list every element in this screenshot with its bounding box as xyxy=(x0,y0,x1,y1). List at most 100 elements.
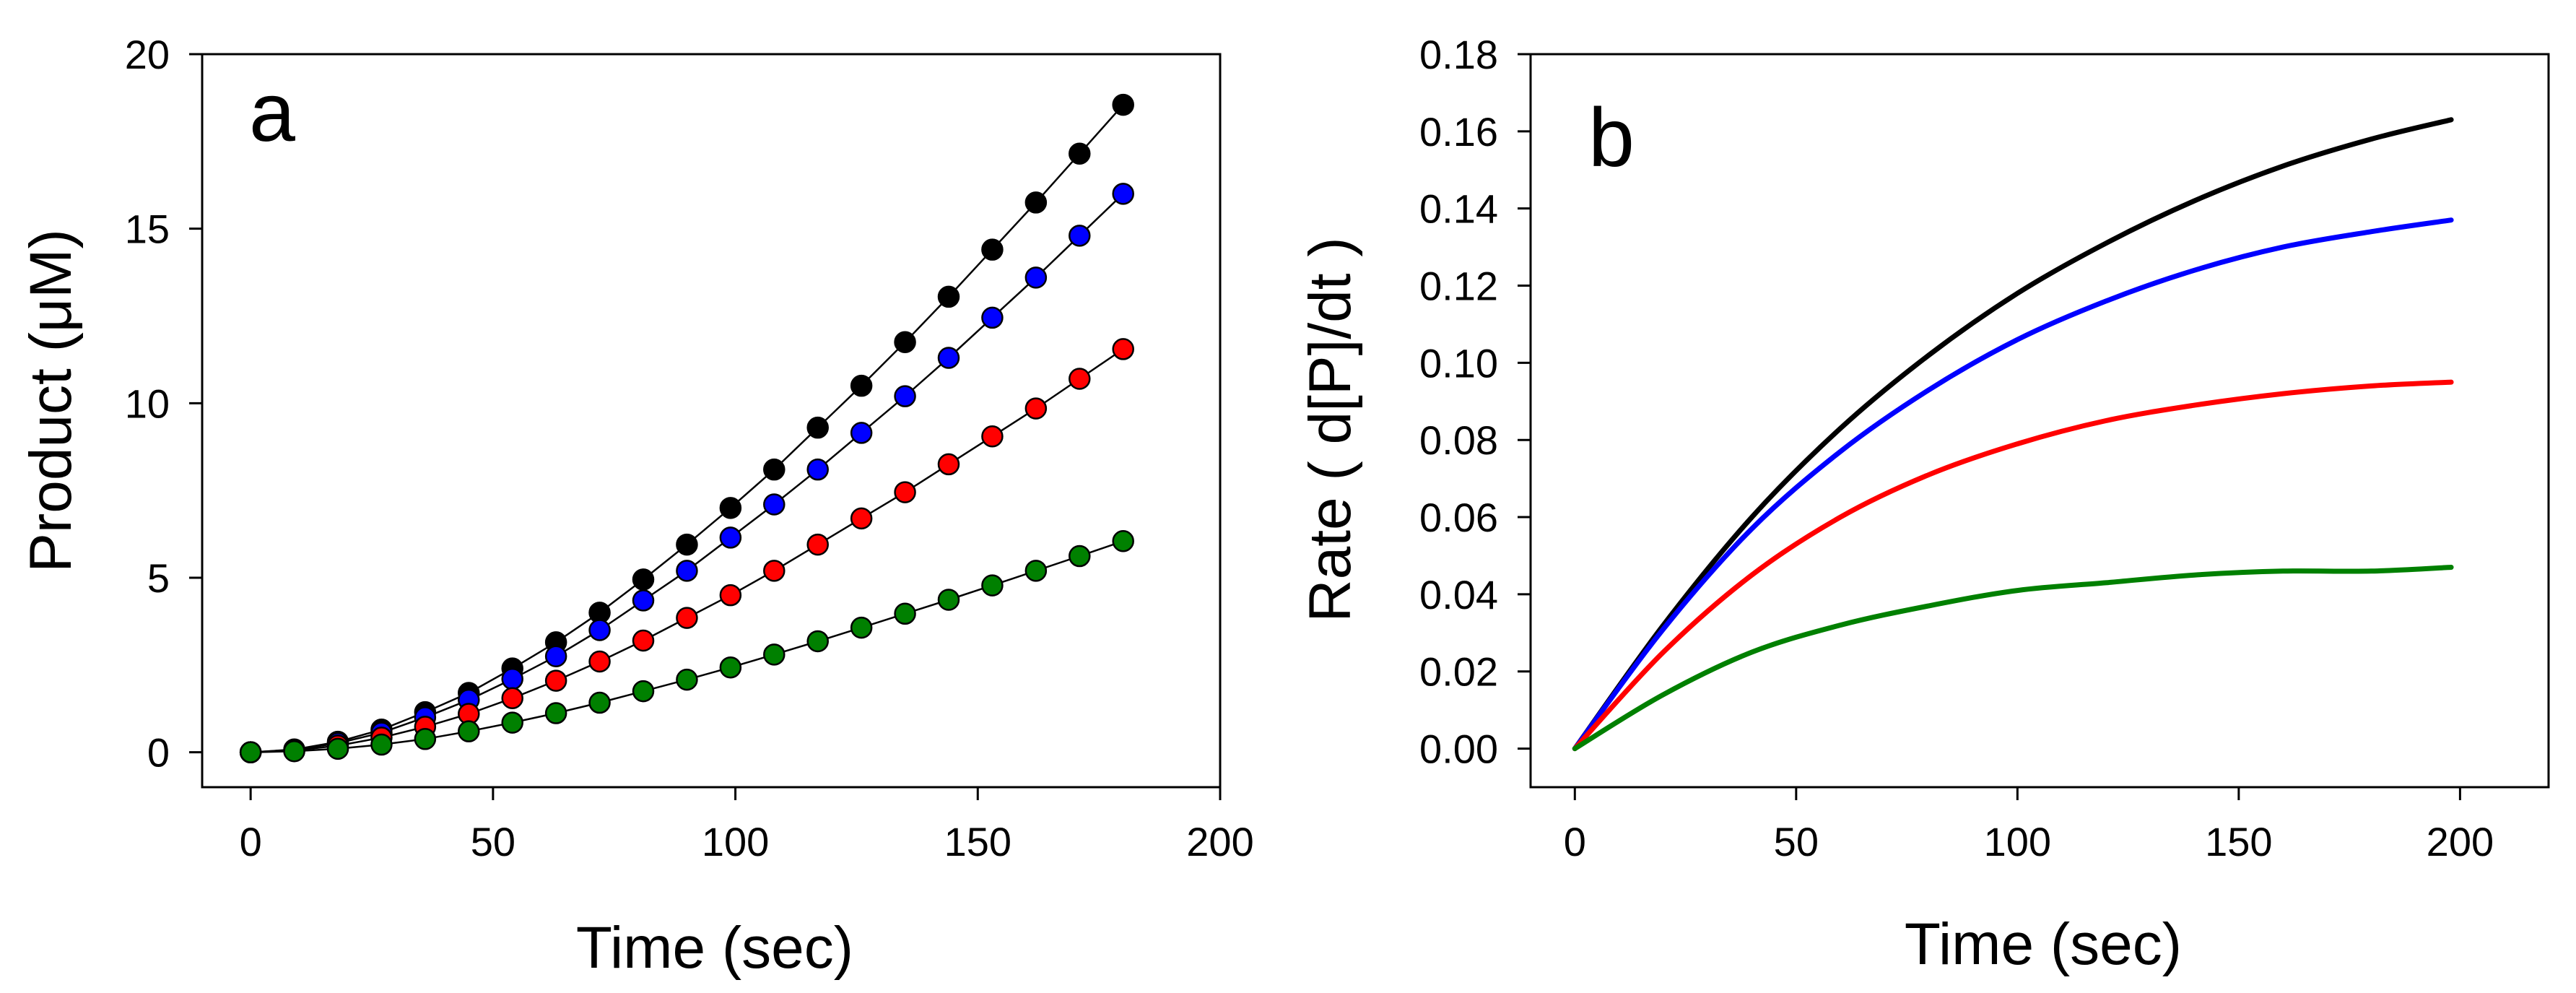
panel-a-point-green xyxy=(370,733,393,756)
panel-a-point-black xyxy=(676,533,698,556)
panel-a-point-black xyxy=(981,238,1004,261)
panel-a-point-black xyxy=(806,416,829,439)
panel-a-point-black xyxy=(850,374,873,397)
panel-a-point-red xyxy=(806,533,829,556)
panel-b-xtick-label: 100 xyxy=(1984,819,2051,864)
panel-a-point-green xyxy=(458,720,480,742)
panel-b-ytick-label: 0.08 xyxy=(1419,417,1498,463)
panel-a-point-blue xyxy=(719,526,742,549)
panel-a-ylabel: Product (μM) xyxy=(18,229,84,573)
panel-a-point-green xyxy=(1069,545,1091,568)
panel-a-point-red xyxy=(588,650,611,673)
panel-a-point-blue xyxy=(937,347,960,369)
panel-a-point-green xyxy=(501,711,523,734)
panel-a-point-black xyxy=(937,285,960,308)
panel-b-series-black-line xyxy=(1572,117,2454,752)
panel-b-label: b xyxy=(1588,92,1635,184)
panel-a-point-blue xyxy=(850,422,873,444)
panel-a-point-green xyxy=(894,602,916,625)
panel-a-point-green xyxy=(676,668,698,691)
panel-b-ytick-label: 0.06 xyxy=(1419,495,1498,540)
panel-a-point-blue xyxy=(806,458,829,481)
panel-a-point-black xyxy=(894,331,916,353)
panel-b-xtick-label: 0 xyxy=(1564,819,1586,864)
panel-a-point-black xyxy=(763,458,786,481)
panel-a-point-red xyxy=(676,607,698,629)
panel-a-point-green xyxy=(937,589,960,611)
panel-a-point-red xyxy=(1024,397,1048,420)
panel-a-ytick-label: 15 xyxy=(125,207,170,252)
panel-b-series-red-line xyxy=(1572,379,2454,752)
panel-b-ytick-label: 0.02 xyxy=(1419,649,1498,695)
panel-a-point-green xyxy=(414,728,437,750)
panel-a-point-blue xyxy=(544,645,567,667)
panel-a-point-green xyxy=(981,574,1004,597)
panel-a-xtick-label: 200 xyxy=(1186,819,1253,864)
panel-b-ytick-label: 0.18 xyxy=(1419,32,1498,77)
panel-b-ytick-label: 0.10 xyxy=(1419,340,1498,386)
panel-a-point-black xyxy=(1024,191,1048,214)
panel-a-ytick-label: 5 xyxy=(147,555,170,601)
panel-a-point-red xyxy=(632,629,655,652)
panel-a-point-blue xyxy=(501,667,523,690)
panel-b-xlabel: Time (sec) xyxy=(1905,911,2182,977)
panel-a-point-blue xyxy=(1112,183,1134,205)
panel-b-ytick-label: 0.16 xyxy=(1419,109,1498,155)
panel-b-ylabel: Rate ( d[P]/dt ) xyxy=(1297,237,1363,622)
panel-a-point-red xyxy=(1112,338,1134,360)
panel-b-ytick-label: 0.14 xyxy=(1419,186,1498,232)
panel-b-series-green-line xyxy=(1572,565,2454,752)
panel-a-label: a xyxy=(249,66,295,159)
panel-a-point-green xyxy=(850,616,873,639)
panel-a-point-blue xyxy=(763,493,786,516)
panel-a-point-red xyxy=(937,453,960,476)
panel-b-xtick-label: 50 xyxy=(1774,819,1819,864)
panel-a-ytick-label: 0 xyxy=(147,730,170,776)
panel-a-point-green xyxy=(326,737,349,760)
panel-a-point-blue xyxy=(981,306,1004,329)
panel-a: a Time (sec) Product (μM) 0 50 100 150 200 0 5… xyxy=(18,32,1254,981)
panel-b-plot-frame xyxy=(1529,53,2550,789)
panel-a-point-black xyxy=(1069,142,1091,165)
panel-a-ytick-label: 10 xyxy=(125,381,170,426)
panel-a-xlabel: Time (sec) xyxy=(576,915,853,981)
panel-a-point-blue xyxy=(632,589,655,612)
panel-a-point-green xyxy=(588,691,611,714)
panel-a-point-green xyxy=(632,680,655,703)
panel-b-xtick-label: 200 xyxy=(2427,819,2494,864)
panel-a-point-green xyxy=(763,643,786,666)
panel-a-point-green xyxy=(719,656,742,679)
panel-a-point-green xyxy=(283,740,305,763)
panel-b-ytick-label: 0.04 xyxy=(1419,572,1498,617)
panel-a-point-black xyxy=(1112,93,1134,116)
panel-a-point-red xyxy=(850,507,873,530)
panel-a-point-red xyxy=(544,669,567,692)
panel-a-point-green xyxy=(806,630,829,653)
panel-a-point-green xyxy=(1112,530,1134,552)
panel-a-point-red xyxy=(501,687,523,709)
panel-a-point-blue xyxy=(1069,225,1091,247)
panel-a-point-blue xyxy=(894,385,916,407)
panel-a-point-black xyxy=(632,568,655,591)
panel-a-point-red xyxy=(1069,368,1091,390)
panel-b-ytick-label: 0.00 xyxy=(1419,727,1498,772)
panel-a-xtick-label: 100 xyxy=(702,819,769,864)
panel-a-point-green xyxy=(544,702,567,724)
panel-b-series-blue-line xyxy=(1572,217,2454,752)
panel-a-point-red xyxy=(763,560,786,582)
panel-b: b Time (sec) Rate ( d[P]/dt ) 0 50 100 150 2… xyxy=(1297,32,2550,977)
panel-a-xtick-label: 0 xyxy=(240,819,262,864)
panel-a-xtick-label: 150 xyxy=(944,819,1011,864)
panel-a-point-green xyxy=(239,741,262,763)
panel-a-point-black xyxy=(719,497,742,519)
panel-a-ytick-label: 20 xyxy=(125,32,170,77)
panel-b-ytick-label: 0.12 xyxy=(1419,264,1498,309)
panel-a-point-red xyxy=(894,481,916,503)
panel-a-xtick-label: 50 xyxy=(471,819,515,864)
panel-a-series-blue-line xyxy=(249,193,1124,753)
panel-a-point-blue xyxy=(588,619,611,641)
panel-a-point-red xyxy=(981,425,1004,448)
panel-b-xtick-label: 150 xyxy=(2205,819,2272,864)
panel-a-plot-frame xyxy=(201,53,1222,789)
